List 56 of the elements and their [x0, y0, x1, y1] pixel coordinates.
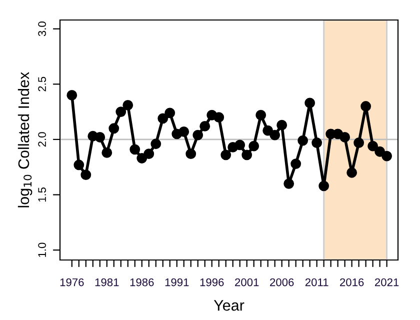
- point: [304, 98, 316, 108]
- point: [382, 150, 392, 162]
- y-tick-label: 3.0: [38, 22, 46, 36]
- x-axis-title: Year: [214, 300, 244, 311]
- point: [354, 138, 364, 148]
- point: [290, 158, 302, 169]
- y-tick-label: 1.0: [38, 242, 46, 257]
- point: [150, 138, 162, 150]
- point: [256, 110, 266, 120]
- point: [178, 126, 190, 137]
- x-tick-label: 1976: [60, 278, 84, 286]
- point: [186, 148, 196, 160]
- point: [220, 150, 232, 160]
- point: [234, 140, 246, 150]
- x-tick-label: 2011: [305, 278, 328, 286]
- y-axis-title: log$_{10}$ Collated Index: [18, 72, 32, 208]
- point: [94, 132, 106, 142]
- point: [122, 100, 134, 110]
- point: [312, 138, 322, 148]
- point: [242, 150, 252, 160]
- x-tick-label: 1991: [165, 278, 189, 286]
- point: [74, 160, 84, 170]
- x-tick-label: 1996: [200, 278, 224, 286]
- y-tick-label: 1.5: [38, 187, 46, 202]
- point: [192, 130, 204, 140]
- point: [318, 180, 330, 192]
- point: [164, 108, 176, 118]
- x-tick-label: 1981: [95, 278, 119, 286]
- point: [200, 120, 210, 132]
- point: [116, 106, 126, 118]
- point: [276, 120, 288, 130]
- x-tick-label: 2001: [235, 278, 259, 286]
- point: [270, 130, 280, 140]
- point: [136, 153, 148, 164]
- point: [360, 101, 372, 112]
- y-tick-label: 2.5: [38, 76, 46, 92]
- point: [346, 167, 358, 178]
- point: [340, 132, 350, 142]
- point: [158, 113, 168, 124]
- point: [298, 135, 308, 146]
- point: [214, 112, 224, 123]
- x-tick-label: 2016: [340, 278, 364, 286]
- point: [262, 125, 274, 136]
- point: [102, 148, 112, 158]
- point: [108, 123, 120, 134]
- point: [368, 140, 378, 152]
- point: [248, 140, 260, 152]
- point: [66, 90, 78, 100]
- point: [80, 170, 92, 180]
- point: [144, 148, 154, 160]
- point: [284, 178, 294, 189]
- y-tick-label: 2.0: [38, 132, 46, 147]
- point: [130, 144, 140, 155]
- x-tick-label: 2006: [270, 278, 294, 286]
- x-tick-label: 1986: [130, 278, 154, 286]
- x-tick-label: 2021: [375, 278, 399, 286]
